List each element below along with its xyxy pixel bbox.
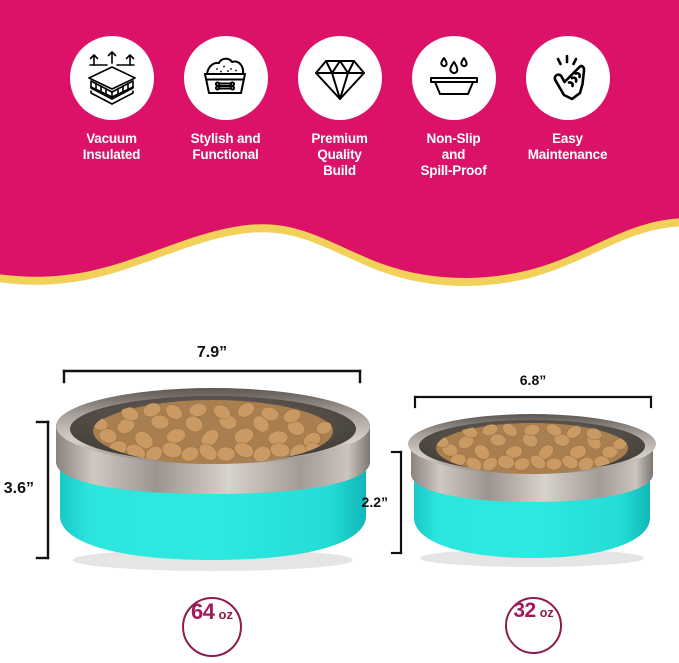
capacity-badge-64oz: 64 oz: [182, 597, 242, 657]
large-bowl-width-dimension-line: [62, 369, 362, 384]
capacity-number: 32: [513, 599, 536, 622]
small-bowl-width-label: 6.8”: [519, 372, 547, 388]
pink-wave-background: [0, 0, 679, 286]
feature-easy-maintenance: Easy Maintenance: [511, 36, 625, 163]
product-dimension-area: 7.9” 3.6”: [0, 300, 679, 663]
icon-circle: [69, 36, 154, 120]
small-bowl-width-dimension-line: [413, 395, 653, 409]
icon-circle: [297, 36, 382, 120]
capacity-unit: oz: [218, 607, 233, 622]
bowl-water-drops-icon: [429, 57, 478, 96]
small-bowl-height-label: 2.2”: [361, 494, 388, 510]
large-bowl: [48, 388, 378, 573]
hero-banner: Vacuum Insulated: [0, 0, 679, 300]
large-bowl-height-dimension-line: [35, 420, 50, 560]
tapping-hand-icon: [553, 54, 585, 101]
wave-pink-body: [0, 0, 679, 278]
capacity-number: 64: [191, 599, 215, 624]
capacity-unit: oz: [539, 606, 554, 620]
large-bowl-height-label: 3.6”: [3, 480, 34, 497]
large-bowl-kibble: [93, 400, 333, 464]
feature-premium-quality: Premium Quality Build: [283, 36, 397, 179]
small-bowl-height-dimension-line: [390, 450, 403, 555]
icon-circle: [411, 36, 496, 120]
dog-bowl-kibble-bone-icon: [203, 57, 246, 94]
feature-label: Easy Maintenance: [527, 131, 608, 162]
feature-vacuum-insulated: Vacuum Insulated: [55, 36, 169, 163]
feature-non-slip: Non-Slip and Spill-Proof: [397, 36, 511, 179]
capacity-badge-32oz: 32 oz: [505, 597, 562, 654]
feature-label: Premium Quality Build: [311, 131, 368, 178]
feature-stylish-functional: Stylish and Functional: [169, 36, 283, 163]
vacuum-insulation-layers-icon: [87, 51, 136, 105]
feature-label: Stylish and Functional: [190, 131, 261, 162]
diamond-icon: [314, 60, 365, 100]
small-bowl: [402, 412, 662, 572]
feature-label: Vacuum Insulated: [82, 131, 141, 162]
feature-list: Vacuum Insulated: [0, 36, 679, 179]
icon-circle: [183, 36, 268, 120]
icon-circle: [525, 36, 610, 120]
feature-label: Non-Slip and Spill-Proof: [420, 131, 487, 178]
large-bowl-width-label: 7.9”: [196, 344, 228, 361]
